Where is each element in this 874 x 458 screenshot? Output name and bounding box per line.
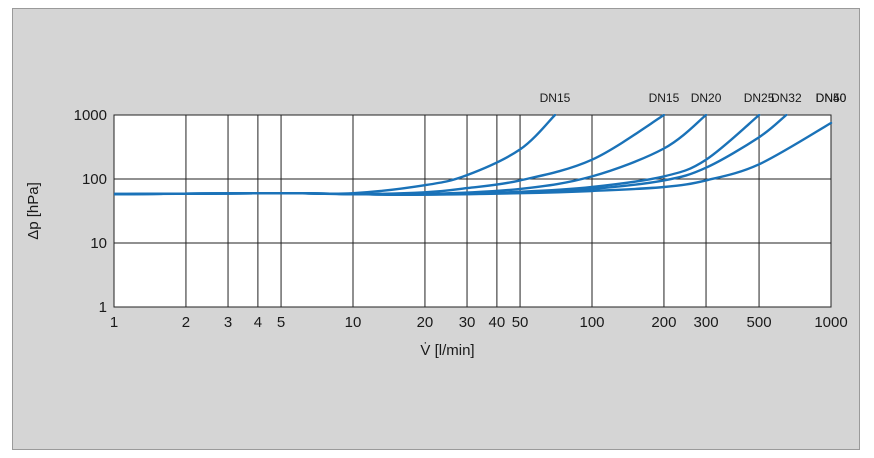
x-tick-label: 50	[512, 314, 529, 331]
y-tick-label: 100	[82, 171, 107, 188]
x-tick-label: 200	[651, 314, 676, 331]
x-tick-label: 10	[345, 314, 362, 331]
series-label: DN25	[744, 91, 775, 105]
series-label: DN15	[649, 91, 680, 105]
chart-frame: 1 2 3 4 5 10 20 30 40 50 100 200 300 500 1000 1 10 100 100…	[12, 8, 860, 450]
y-tick-label: 1000	[74, 107, 107, 124]
y-tick-label: 10	[90, 235, 107, 252]
series-label: DN50	[816, 91, 847, 105]
pressure-drop-chart: 1 2 3 4 5 10 20 30 40 50 100 200 300 500 1000 1 10 100 100…	[25, 91, 848, 359]
x-tick-label: 4	[254, 314, 262, 331]
series-label: DN32	[771, 91, 802, 105]
x-tick-label: 500	[747, 314, 772, 331]
series-label: DN40	[816, 91, 847, 105]
plot-area	[113, 114, 832, 308]
x-tick-label: 1	[110, 314, 118, 331]
x-tick-label: 40	[489, 314, 506, 331]
x-tick-label: 300	[694, 314, 719, 331]
x-axis-label: V̇ [l/min]	[420, 342, 474, 359]
x-tick-label: 1000	[814, 314, 847, 331]
x-tick-label: 2	[182, 314, 190, 331]
x-tick-label: 5	[277, 314, 285, 331]
y-axis-label: Δp [hPa]	[25, 182, 42, 240]
series-label: DN15	[540, 91, 571, 105]
series-line	[114, 121, 833, 196]
y-tick-label: 1	[99, 299, 107, 316]
x-tick-label: 3	[224, 314, 232, 331]
x-tick-label: 100	[579, 314, 604, 331]
series-label: DN20	[691, 91, 722, 105]
x-tick-label: 30	[459, 314, 476, 331]
x-tick-label: 20	[417, 314, 434, 331]
